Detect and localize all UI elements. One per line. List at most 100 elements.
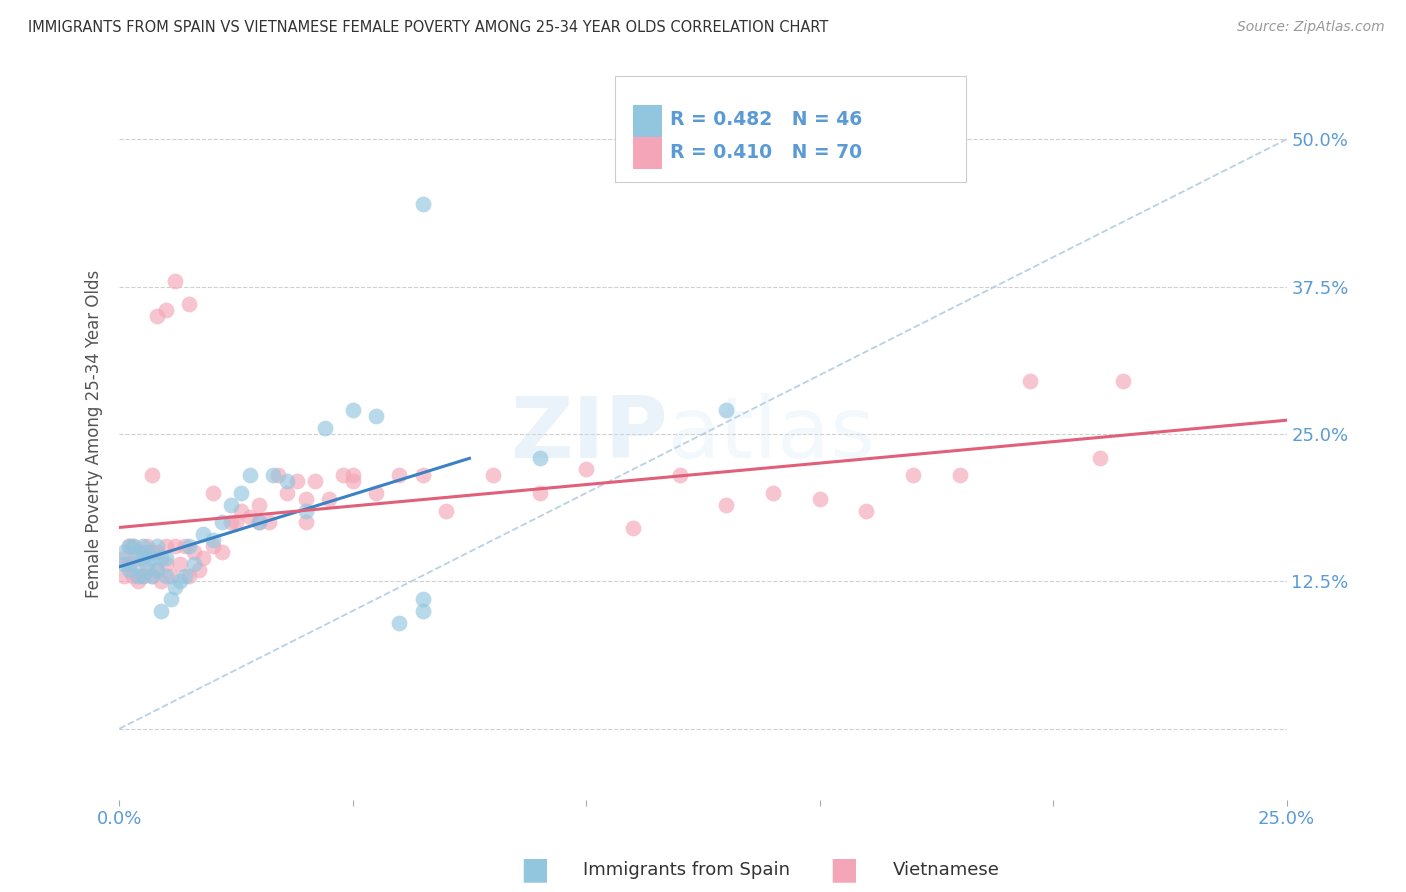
Point — [295, 516, 318, 530]
Point — [165, 580, 187, 594]
Point — [112, 557, 135, 571]
Point — [145, 309, 167, 323]
Point — [621, 521, 644, 535]
Point — [808, 491, 831, 506]
Point — [342, 468, 364, 483]
Point — [150, 574, 173, 589]
Point — [1018, 374, 1040, 388]
Point — [412, 468, 434, 483]
Point — [716, 498, 738, 512]
Point — [201, 539, 224, 553]
Y-axis label: Female Poverty Among 25-34 Year Olds: Female Poverty Among 25-34 Year Olds — [86, 270, 103, 599]
Point — [112, 545, 135, 559]
Point — [342, 474, 364, 488]
Point — [1088, 450, 1111, 465]
Point — [141, 568, 163, 582]
Point — [247, 498, 270, 512]
Point — [229, 503, 252, 517]
Text: atlas: atlas — [668, 392, 876, 475]
Point — [155, 539, 177, 553]
Point — [136, 557, 159, 571]
Point — [388, 468, 411, 483]
Point — [668, 468, 690, 483]
Point — [304, 474, 326, 488]
Point — [173, 568, 195, 582]
Point — [112, 568, 135, 582]
Point — [131, 550, 153, 565]
FancyBboxPatch shape — [616, 76, 966, 182]
Point — [141, 568, 163, 582]
Point — [762, 486, 785, 500]
Point — [262, 468, 284, 483]
Point — [155, 557, 177, 571]
Point — [145, 563, 167, 577]
Point — [211, 545, 233, 559]
Point — [183, 557, 205, 571]
Point — [716, 403, 738, 417]
Text: R = 0.482   N = 46: R = 0.482 N = 46 — [671, 111, 862, 129]
Point — [295, 503, 318, 517]
Point — [247, 516, 270, 530]
Point — [122, 539, 145, 553]
Point — [183, 545, 205, 559]
Point — [364, 486, 387, 500]
Point — [122, 539, 145, 553]
Point — [388, 615, 411, 630]
Point — [155, 303, 177, 318]
Point — [159, 568, 181, 582]
Point — [342, 403, 364, 417]
Point — [1112, 374, 1135, 388]
Point — [949, 468, 972, 483]
Point — [165, 539, 187, 553]
Point — [169, 574, 191, 589]
Point — [257, 516, 280, 530]
Point — [127, 568, 149, 582]
Point — [529, 486, 551, 500]
Point — [155, 550, 177, 565]
Point — [201, 486, 224, 500]
FancyBboxPatch shape — [633, 105, 662, 138]
Point — [122, 568, 145, 582]
Text: ■: ■ — [830, 855, 858, 884]
Text: IMMIGRANTS FROM SPAIN VS VIETNAMESE FEMALE POVERTY AMONG 25-34 YEAR OLDS CORRELA: IMMIGRANTS FROM SPAIN VS VIETNAMESE FEMA… — [28, 20, 828, 35]
Point — [412, 604, 434, 618]
Point — [141, 468, 163, 483]
Point — [169, 557, 191, 571]
Point — [412, 197, 434, 211]
Point — [332, 468, 354, 483]
Point — [221, 516, 243, 530]
Point — [179, 297, 201, 311]
Point — [150, 604, 173, 618]
Point — [131, 568, 153, 582]
Point — [136, 563, 159, 577]
Text: Source: ZipAtlas.com: Source: ZipAtlas.com — [1237, 20, 1385, 34]
Point — [201, 533, 224, 548]
Point — [136, 545, 159, 559]
Point — [145, 539, 167, 553]
Point — [131, 539, 153, 553]
Point — [165, 274, 187, 288]
Point — [225, 516, 247, 530]
Point — [150, 550, 173, 565]
Point — [314, 421, 336, 435]
Point — [239, 468, 262, 483]
Point — [855, 503, 877, 517]
Point — [193, 550, 215, 565]
Point — [247, 516, 270, 530]
Point — [482, 468, 505, 483]
Text: Vietnamese: Vietnamese — [893, 861, 1000, 879]
Point — [193, 527, 215, 541]
Point — [112, 550, 135, 565]
Point — [276, 474, 298, 488]
Point — [364, 409, 387, 424]
Point — [131, 568, 153, 582]
Point — [412, 592, 434, 607]
Point — [239, 509, 262, 524]
Point — [267, 468, 290, 483]
Point — [159, 592, 181, 607]
Point — [173, 539, 195, 553]
FancyBboxPatch shape — [633, 136, 662, 169]
Point — [285, 474, 308, 488]
Point — [122, 557, 145, 571]
Point — [229, 486, 252, 500]
